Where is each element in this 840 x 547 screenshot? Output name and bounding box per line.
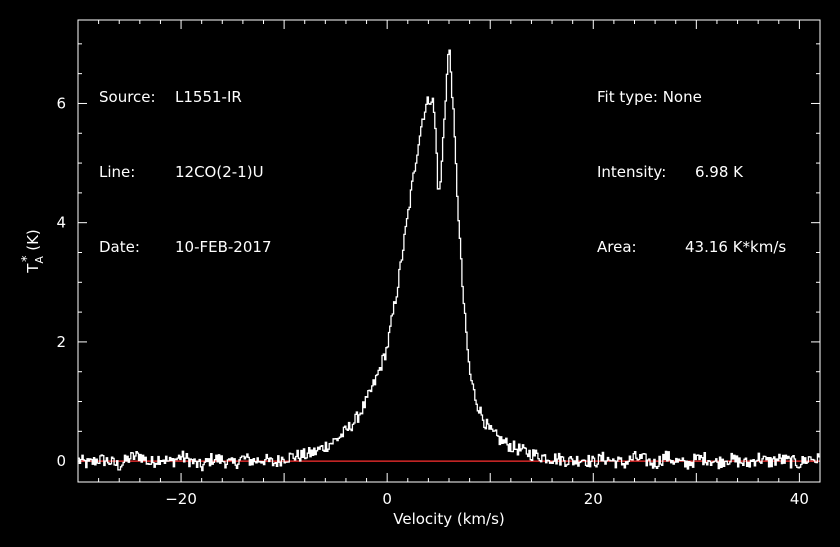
x-tick-label: 0 xyxy=(382,490,392,508)
info-row-line: Line: 12CO(2-1)U xyxy=(99,160,271,185)
fit-type-label: Fit type: xyxy=(597,88,658,106)
info-row-fit-type: Fit type: None xyxy=(597,85,786,110)
intensity-value: 6.98 K xyxy=(695,163,744,181)
info-block-left: Source: L1551-IR Line: 12CO(2-1)U Date: 10-… xyxy=(99,35,271,285)
y-tick-label: 6 xyxy=(56,94,66,112)
x-tick-label: 20 xyxy=(584,490,603,508)
info-block-right: Fit type: None Intensity: 6.98 K Area: 43.… xyxy=(597,35,786,285)
y-tick-label: 4 xyxy=(56,214,66,232)
info-row-area: Area: 43.16 K*km/s xyxy=(597,235,786,260)
axis-tick-labels: −20 0 20 40 0 2 4 6 xyxy=(56,94,808,508)
x-tick-label: 40 xyxy=(790,490,809,508)
date-value: 10-FEB-2017 xyxy=(175,238,272,256)
x-axis-title: Velocity (km/s) xyxy=(393,510,504,528)
info-row-intensity: Intensity: 6.98 K xyxy=(597,160,786,185)
info-row-source: Source: L1551-IR xyxy=(99,85,271,110)
line-label: Line: xyxy=(99,163,136,181)
y-tick-label: 0 xyxy=(56,452,66,470)
source-value: L1551-IR xyxy=(175,88,242,106)
area-value: 43.16 K*km/s xyxy=(685,238,787,256)
axis-ticks xyxy=(77,20,821,482)
source-label: Source: xyxy=(99,88,156,106)
fit-type-value: None xyxy=(662,88,702,106)
date-label: Date: xyxy=(99,238,140,256)
area-label: Area: xyxy=(597,238,637,256)
info-row-date: Date: 10-FEB-2017 xyxy=(99,235,271,260)
y-axis-title: TA* (K) xyxy=(20,229,46,274)
intensity-label: Intensity: xyxy=(597,163,667,181)
spectrum-series-line xyxy=(78,49,820,472)
y-tick-label: 2 xyxy=(56,333,66,351)
x-tick-label: −20 xyxy=(165,490,197,508)
line-value: 12CO(2-1)U xyxy=(175,163,264,181)
